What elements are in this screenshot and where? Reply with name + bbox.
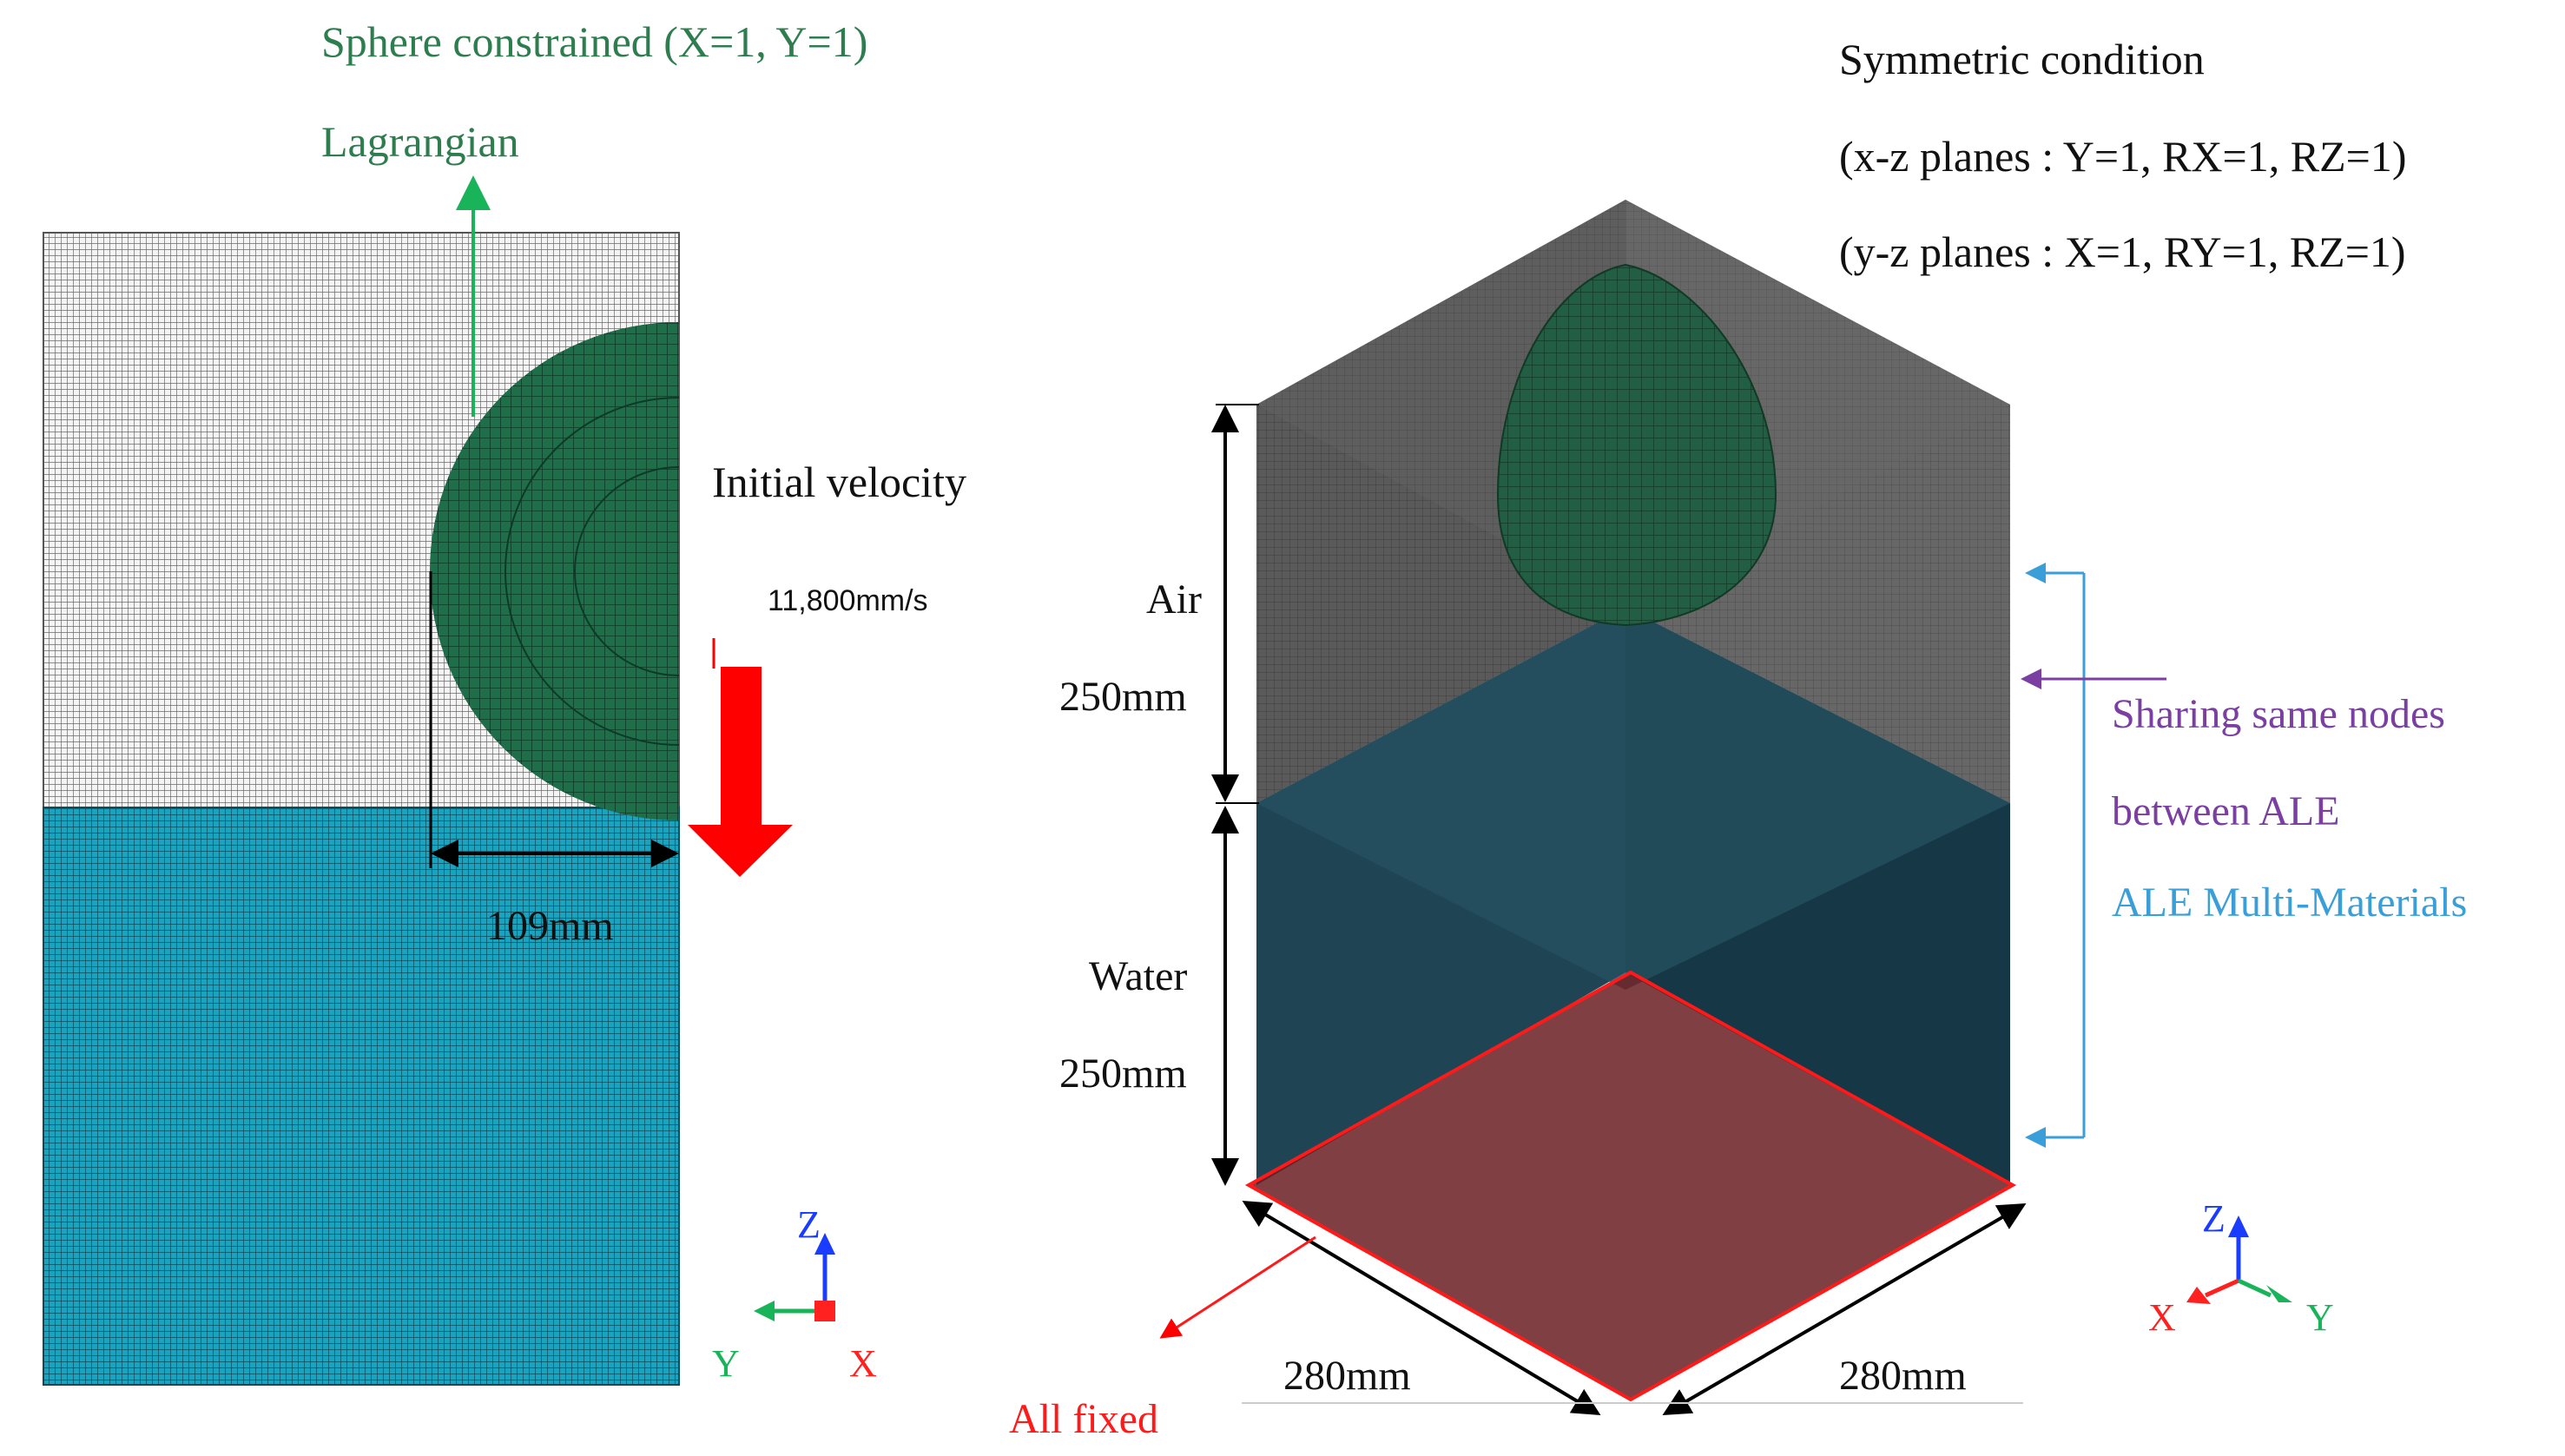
axis-x-left: X <box>849 1342 877 1385</box>
ale-bracket <box>2025 563 2086 1148</box>
width-label-right: 280mm <box>1839 1353 1967 1399</box>
axis-x-right: X <box>2148 1296 2176 1339</box>
radius-label: 109mm <box>486 903 614 949</box>
sphere-half-mesh <box>430 322 679 820</box>
sharing-nodes-line2: between ALE <box>2112 788 2340 834</box>
initial-velocity-label: Initial velocity <box>712 458 966 506</box>
axis-triad-right <box>2186 1216 2292 1304</box>
all-fixed-label: All fixed <box>1009 1396 1158 1442</box>
velocity-arrow <box>688 638 793 877</box>
all-fixed-arrow <box>1159 1235 1316 1339</box>
width-dim-right <box>1662 1202 2027 1416</box>
xz-planes-condition: (x-z planes : Y=1, RX=1, RZ=1) <box>1839 132 2406 181</box>
width-label-left: 280mm <box>1283 1353 1411 1399</box>
ale-multi-materials: ALE Multi-Materials <box>2112 880 2467 926</box>
width-dim-left <box>1242 1200 1601 1416</box>
water-height-label: 250mm <box>1059 1051 1187 1097</box>
water-mesh-2d <box>43 807 680 1386</box>
yz-planes-condition: (y-z planes : X=1, RY=1, RZ=1) <box>1839 227 2406 276</box>
air-label: Air <box>1146 576 1202 623</box>
sphere-3d-mesh <box>1496 263 1777 627</box>
axis-y-right: Y <box>2306 1296 2334 1339</box>
symmetric-title: Symmetric condition <box>1839 35 2205 83</box>
air-height-label: 250mm <box>1059 674 1187 720</box>
sharing-nodes-line1: Sharing same nodes <box>2112 691 2445 737</box>
lagrangian-label: Lagrangian <box>321 117 519 166</box>
water-label: Water <box>1089 953 1187 999</box>
left-panel <box>43 175 835 1386</box>
sphere-constraint-title: Sphere constrained (X=1, Y=1) <box>321 17 867 66</box>
axis-y-left: Y <box>712 1342 740 1385</box>
right-panel <box>1159 200 2292 1416</box>
axis-triad-left <box>754 1233 835 1321</box>
velocity-value: 11,800mm/s <box>768 584 928 617</box>
axis-z-right: Z <box>2202 1197 2225 1240</box>
water-interface <box>1256 608 2010 990</box>
axis-z-left: Z <box>797 1203 821 1246</box>
